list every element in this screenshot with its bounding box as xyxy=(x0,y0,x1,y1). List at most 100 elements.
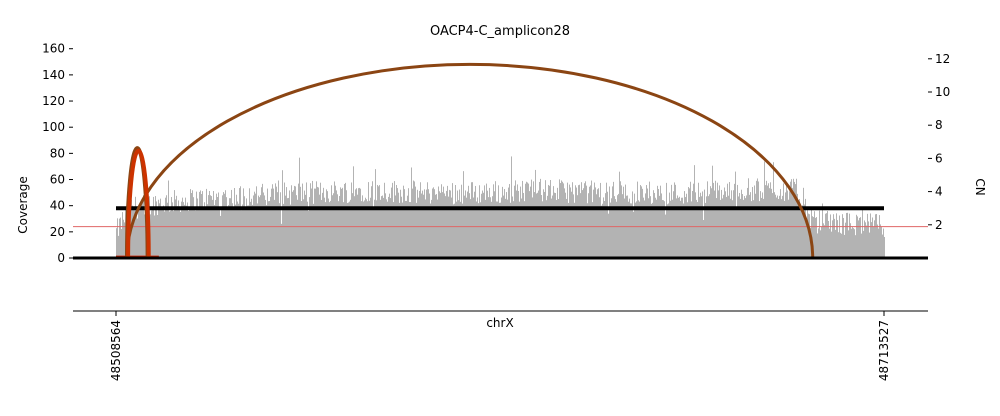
coverage-bar xyxy=(518,190,519,258)
coverage-bar xyxy=(586,185,587,258)
coverage-bar xyxy=(430,203,431,258)
coverage-bar xyxy=(350,199,351,258)
coverage-bar xyxy=(720,199,721,258)
coverage-bar xyxy=(840,232,841,258)
coverage-bar xyxy=(219,208,220,258)
coverage-bar xyxy=(170,210,171,258)
coverage-bar xyxy=(369,200,370,258)
coverage-bar xyxy=(135,196,136,258)
x-tick-label: 48713527 xyxy=(877,320,891,381)
coverage-bar xyxy=(364,200,365,258)
coverage-bar xyxy=(495,181,496,258)
coverage-bar xyxy=(142,202,143,258)
coverage-bar xyxy=(722,198,723,258)
coverage-bar xyxy=(292,191,293,258)
coverage-bar xyxy=(138,208,139,258)
coverage-bar xyxy=(884,236,885,258)
coverage-bar xyxy=(198,207,199,258)
coverage-bar xyxy=(601,205,602,258)
coverage-bar xyxy=(691,201,692,258)
coverage-bar xyxy=(833,214,834,258)
coverage-bar xyxy=(767,185,768,258)
coverage-bar xyxy=(652,202,653,258)
coverage-bar xyxy=(368,182,369,258)
coverage-bar xyxy=(637,181,638,258)
coverage-bar xyxy=(791,179,792,258)
coverage-bar xyxy=(820,230,821,258)
coverage-bar xyxy=(118,235,119,258)
coverage-bar xyxy=(238,203,239,258)
coverage-bar xyxy=(604,200,605,258)
coverage-bar xyxy=(535,169,536,258)
coverage-bar xyxy=(278,180,279,258)
coverage-bar xyxy=(655,197,656,258)
coverage-bar xyxy=(457,190,458,258)
coverage-bar xyxy=(849,213,850,258)
coverage-bar xyxy=(161,209,162,258)
coverage-bar xyxy=(489,187,490,258)
coverage-bar xyxy=(778,198,779,258)
coverage-bar xyxy=(321,199,322,258)
coverage-bar xyxy=(639,201,640,258)
coverage-bar xyxy=(475,185,476,258)
coverage-bar xyxy=(842,214,843,258)
chart-title: OACP4-C_amplicon28 xyxy=(430,24,570,39)
coverage-bar xyxy=(858,220,859,258)
coverage-bar xyxy=(661,193,662,258)
coverage-bar xyxy=(753,200,754,258)
coverage-bar xyxy=(405,200,406,258)
coverage-bar xyxy=(559,179,560,258)
coverage-bar xyxy=(701,196,702,258)
coverage-bar xyxy=(634,193,635,258)
coverage-bar xyxy=(191,193,192,258)
coverage-bar xyxy=(468,185,469,258)
coverage-bar xyxy=(194,209,195,258)
coverage-bar xyxy=(385,193,386,258)
coverage-bar xyxy=(733,190,734,258)
coverage-bar xyxy=(413,180,414,258)
coverage-bar xyxy=(818,228,819,258)
y-left-tick-label: 20 xyxy=(50,225,65,239)
coverage-bar xyxy=(199,191,200,258)
coverage-bar xyxy=(580,193,581,258)
coverage-bar xyxy=(789,191,790,258)
coverage-bar xyxy=(575,185,576,258)
coverage-bar xyxy=(525,183,526,258)
coverage-bar xyxy=(122,212,123,258)
coverage-bar xyxy=(514,185,515,258)
coverage-bar xyxy=(341,188,342,258)
breakpoint-arc xyxy=(126,148,151,259)
coverage-bar xyxy=(291,185,292,258)
coverage-bar xyxy=(865,222,866,258)
y-right-tick-label: 4 xyxy=(935,185,943,199)
coverage-bar xyxy=(388,196,389,258)
coverage-bar xyxy=(250,201,251,258)
coverage-bar xyxy=(310,183,311,258)
y-left-tick-label: 60 xyxy=(50,173,65,187)
coverage-bar xyxy=(628,201,629,258)
coverage-bar xyxy=(140,203,141,258)
coverage-bar xyxy=(136,212,137,258)
coverage-bar xyxy=(848,230,849,258)
coverage-bar xyxy=(371,186,372,258)
x-axis-label: chrX xyxy=(486,316,513,330)
coverage-bar xyxy=(765,185,766,258)
coverage-bar xyxy=(361,201,362,258)
coverage-bar xyxy=(294,185,295,258)
coverage-bar xyxy=(881,226,882,258)
coverage-bar xyxy=(743,199,744,258)
coverage-bar xyxy=(460,201,461,258)
coverage-bar xyxy=(766,180,767,258)
coverage-bar xyxy=(658,189,659,258)
coverage-bar xyxy=(509,184,510,258)
coverage-bar xyxy=(327,191,328,258)
coverage-bar xyxy=(224,193,225,258)
coverage-bar xyxy=(374,199,375,258)
coverage-bar xyxy=(750,192,751,258)
coverage-bar xyxy=(345,182,346,258)
coverage-bar xyxy=(358,188,359,258)
coverage-bar xyxy=(334,181,335,258)
coverage-bar xyxy=(684,191,685,258)
coverage-bar xyxy=(613,181,614,258)
coverage-bar xyxy=(612,186,613,258)
